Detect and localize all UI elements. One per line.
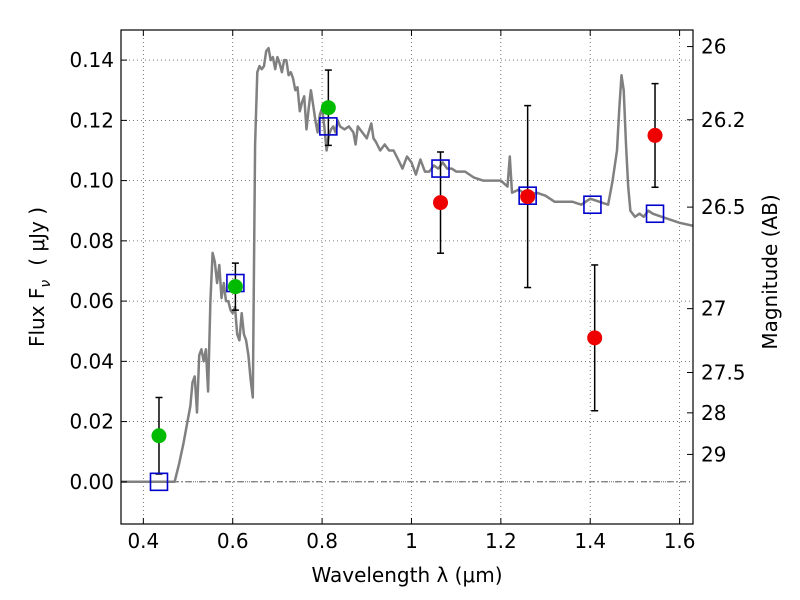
magnitude-tick-label: 26.2 (701, 108, 746, 132)
model-photometry-square (149, 472, 169, 492)
model-spectrum-line (121, 46, 693, 484)
x-tick-label: 0.6 (217, 529, 249, 553)
observed-point-red (647, 127, 663, 143)
magnitude-tick-label: 29 (701, 442, 726, 466)
x-tick-label: 0.4 (127, 529, 159, 553)
y-axis-label-main: Flux F (25, 288, 49, 347)
y-axis-label-unit: ( μJy ) (25, 207, 49, 266)
x-axis-ticks: 0.4 0.6 0.8 1 1.2 1.4 1.6 (127, 30, 696, 553)
x-tick-label: 1 (405, 529, 418, 553)
magnitude-tick-label: 26.5 (701, 195, 746, 219)
y-tick-label: 0.04 (69, 349, 114, 373)
model-photometry-square (431, 159, 450, 178)
plot-frame (120, 29, 694, 525)
model-photometry-squares (149, 117, 665, 492)
x-tick-label: 1.4 (574, 529, 606, 553)
observed-point-green (320, 100, 336, 116)
model-photometry-square (645, 204, 665, 224)
y-tick-label: 0.14 (69, 48, 114, 72)
magnitude-tick-label: 27 (701, 297, 726, 321)
observed-point-green (151, 428, 167, 444)
y-tick-label: 0.10 (69, 169, 114, 193)
magnitude-tick-label: 27.5 (701, 360, 746, 384)
model-photometry-square (319, 117, 338, 136)
observed-points (151, 100, 663, 444)
y-axis-label: Flux Fν ( μJy ) (25, 207, 54, 347)
grid (121, 30, 693, 524)
magnitude-tick-label: 28 (701, 401, 726, 425)
observed-point-green (227, 279, 243, 295)
observed-point-red (587, 330, 603, 346)
y-tick-label: 0.12 (69, 108, 114, 132)
model-spectrum (121, 46, 693, 484)
magnitude-axis-ticks: 26 26.2 26.5 27 27.5 28 29 (687, 35, 746, 466)
y-tick-label: 0.06 (69, 289, 114, 313)
model-photometry-square (583, 195, 602, 215)
observed-point-red (433, 195, 449, 211)
y-tick-label: 0.02 (69, 410, 114, 434)
y-axis-label-sub: ν (38, 280, 54, 288)
y-tick-label: 0.08 (69, 229, 114, 253)
x-tick-label: 0.8 (306, 529, 338, 553)
observed-point-red (520, 189, 536, 205)
x-tick-label: 1.2 (485, 529, 517, 553)
y-tick-label: 0.00 (69, 470, 114, 494)
y-axis-ticks: 0.00 0.02 0.04 0.06 0.08 0.10 0.12 0.14 (69, 48, 127, 494)
x-tick-label: 1.6 (664, 529, 696, 553)
x-axis-label: Wavelength λ (μm) (311, 563, 502, 587)
magnitude-axis-label: Magnitude (AB) (758, 194, 782, 349)
model-photometry-square (518, 186, 537, 205)
magnitude-tick-label: 26 (701, 35, 726, 59)
